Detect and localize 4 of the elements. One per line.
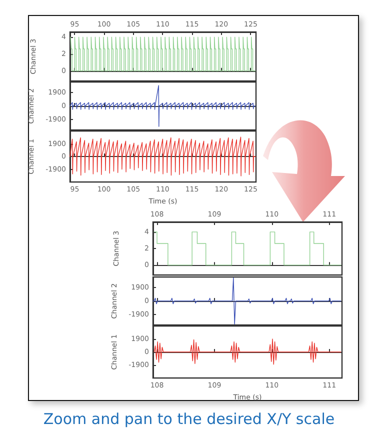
line-series [70,85,256,127]
line-series [70,136,256,176]
text: Zoom and pan to the desired X/Y scale [42,410,336,428]
line-series [154,338,342,365]
